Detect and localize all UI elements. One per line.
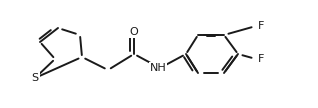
Text: NH: NH [150,63,166,73]
Text: F: F [258,21,264,31]
Text: S: S [31,73,38,83]
Text: F: F [258,54,264,64]
Text: O: O [130,27,138,37]
